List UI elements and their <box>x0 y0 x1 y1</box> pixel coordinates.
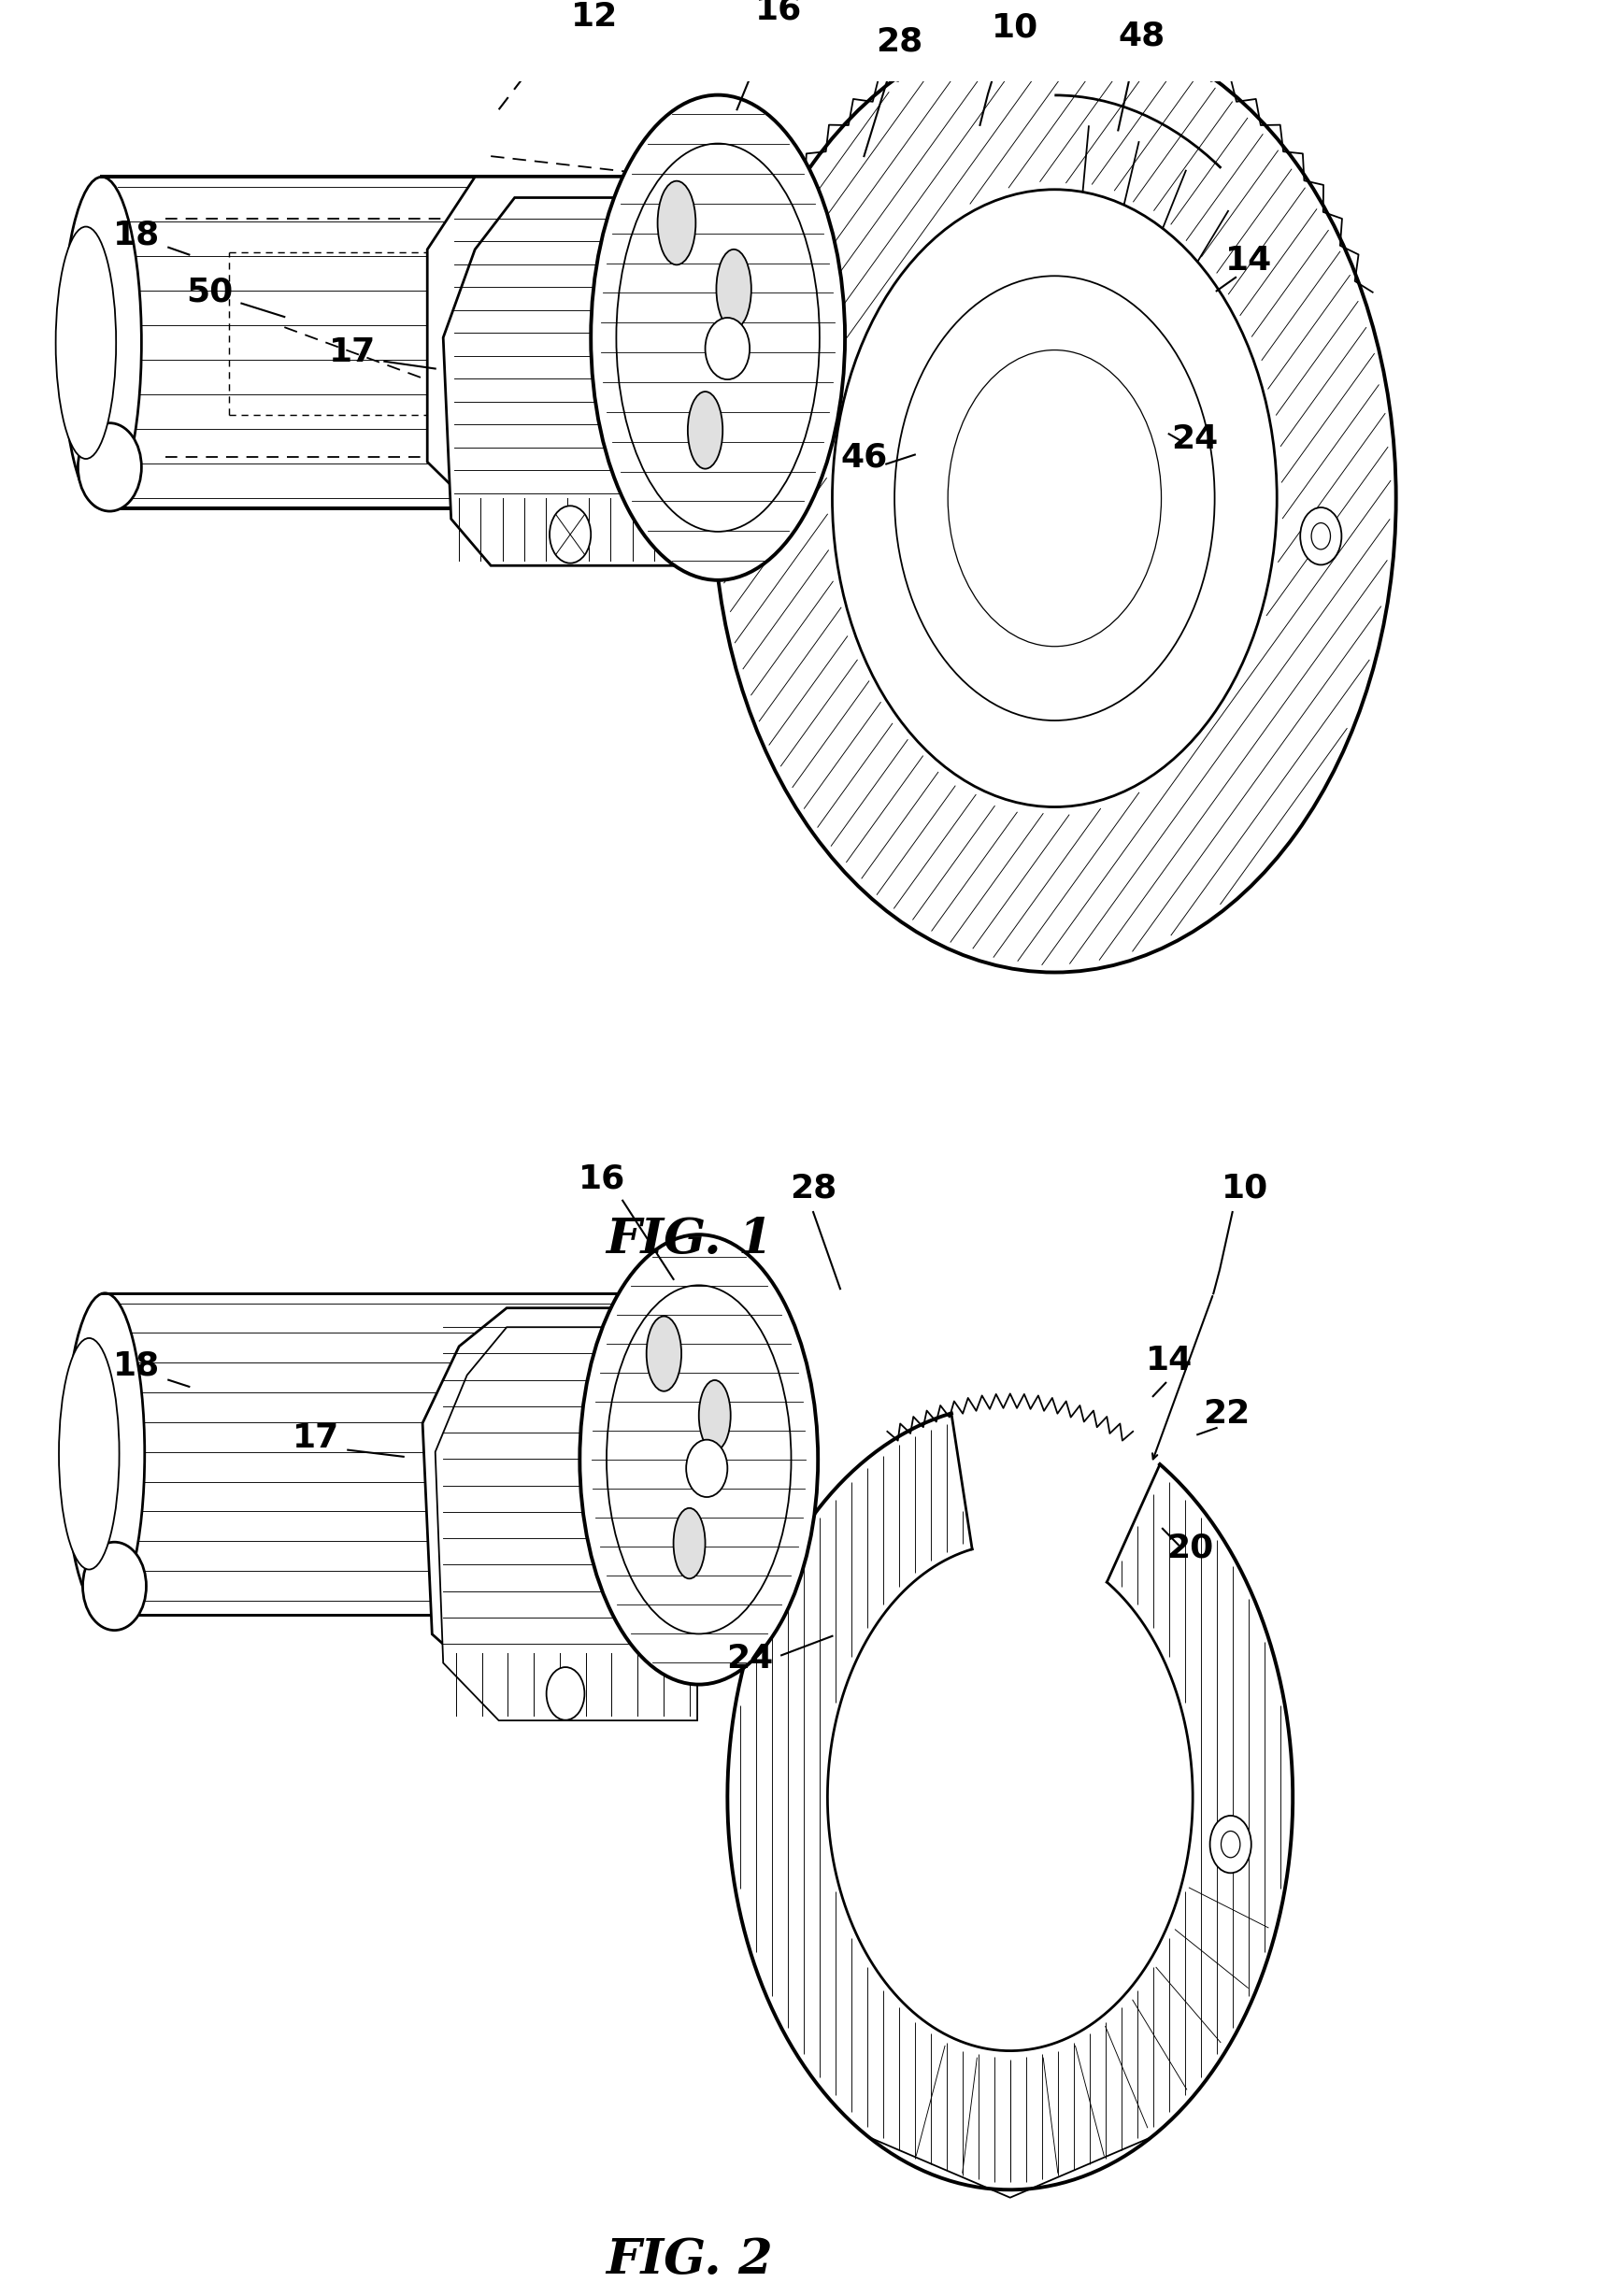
Ellipse shape <box>716 250 751 328</box>
Polygon shape <box>443 197 704 565</box>
Text: 17: 17 <box>293 1421 339 1453</box>
Circle shape <box>704 317 749 379</box>
Text: 48: 48 <box>1119 21 1166 53</box>
Ellipse shape <box>616 145 820 533</box>
Text: 22: 22 <box>1202 1398 1249 1430</box>
Text: 28: 28 <box>876 25 922 57</box>
Polygon shape <box>102 177 704 510</box>
Circle shape <box>833 191 1278 806</box>
Circle shape <box>1300 507 1342 565</box>
Text: 12: 12 <box>570 2 618 32</box>
Circle shape <box>1222 1832 1241 1857</box>
Circle shape <box>546 1667 584 1720</box>
Ellipse shape <box>658 181 696 264</box>
Ellipse shape <box>591 94 845 581</box>
Circle shape <box>712 23 1396 971</box>
Ellipse shape <box>59 1339 118 1570</box>
Text: 14: 14 <box>1225 246 1271 278</box>
Circle shape <box>1210 1816 1252 1874</box>
Ellipse shape <box>580 1235 818 1685</box>
Text: 16: 16 <box>578 1162 626 1194</box>
Polygon shape <box>102 1293 690 1614</box>
Text: 20: 20 <box>1166 1531 1214 1564</box>
Text: 14: 14 <box>1145 1345 1193 1378</box>
Text: 17: 17 <box>330 335 376 367</box>
Text: 10: 10 <box>991 11 1039 44</box>
Text: 18: 18 <box>114 1350 160 1382</box>
Text: FIG. 2: FIG. 2 <box>605 2236 773 2285</box>
Circle shape <box>687 1440 727 1497</box>
Circle shape <box>549 505 591 563</box>
Ellipse shape <box>66 1293 144 1614</box>
Text: 18: 18 <box>114 218 160 250</box>
Polygon shape <box>423 1309 698 1671</box>
Circle shape <box>948 349 1161 647</box>
Text: 24: 24 <box>1170 422 1218 455</box>
Text: 28: 28 <box>789 1173 837 1203</box>
Ellipse shape <box>700 1380 730 1451</box>
Ellipse shape <box>647 1316 682 1391</box>
Ellipse shape <box>62 177 141 510</box>
Polygon shape <box>435 1327 698 1720</box>
Text: 16: 16 <box>754 0 802 25</box>
Circle shape <box>895 276 1215 721</box>
Ellipse shape <box>78 422 141 512</box>
Text: 46: 46 <box>841 441 887 473</box>
Ellipse shape <box>688 393 722 468</box>
Ellipse shape <box>674 1508 704 1580</box>
Ellipse shape <box>56 227 115 459</box>
Ellipse shape <box>607 1286 791 1635</box>
Ellipse shape <box>83 1543 146 1630</box>
Text: 50: 50 <box>186 276 234 308</box>
Text: FIG. 1: FIG. 1 <box>605 1215 773 1263</box>
Text: 24: 24 <box>727 1642 773 1674</box>
Polygon shape <box>427 177 704 510</box>
Text: 10: 10 <box>1222 1173 1268 1203</box>
Circle shape <box>1311 523 1330 549</box>
